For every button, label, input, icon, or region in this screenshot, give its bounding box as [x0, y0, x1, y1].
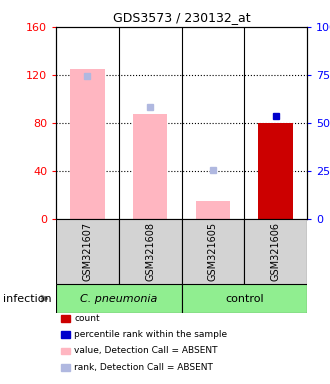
Bar	[61, 315, 70, 322]
Text: GSM321608: GSM321608	[145, 222, 155, 281]
Bar	[61, 331, 70, 338]
Bar	[70, 69, 105, 219]
Text: GSM321605: GSM321605	[208, 222, 218, 281]
FancyBboxPatch shape	[244, 219, 307, 284]
FancyBboxPatch shape	[182, 219, 244, 284]
Bar	[196, 201, 230, 219]
Bar	[61, 364, 70, 371]
FancyBboxPatch shape	[182, 284, 307, 313]
Text: infection: infection	[3, 293, 52, 304]
FancyBboxPatch shape	[56, 219, 119, 284]
Bar	[258, 123, 293, 219]
Bar	[61, 348, 70, 354]
Text: C. pneumonia: C. pneumonia	[80, 293, 157, 304]
FancyBboxPatch shape	[56, 284, 182, 313]
Text: rank, Detection Call = ABSENT: rank, Detection Call = ABSENT	[74, 362, 213, 372]
Text: percentile rank within the sample: percentile rank within the sample	[74, 330, 227, 339]
Text: control: control	[225, 293, 264, 304]
Text: GSM321606: GSM321606	[271, 222, 280, 281]
Bar	[133, 114, 167, 219]
FancyBboxPatch shape	[119, 219, 182, 284]
Text: GSM321607: GSM321607	[82, 222, 92, 281]
Title: GDS3573 / 230132_at: GDS3573 / 230132_at	[113, 11, 250, 24]
Text: value, Detection Call = ABSENT: value, Detection Call = ABSENT	[74, 346, 218, 356]
Text: count: count	[74, 314, 100, 323]
